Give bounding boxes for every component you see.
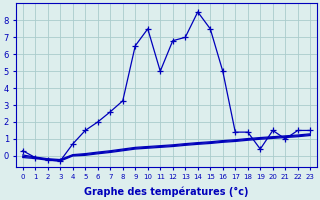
X-axis label: Graphe des températures (°c): Graphe des températures (°c) (84, 186, 249, 197)
